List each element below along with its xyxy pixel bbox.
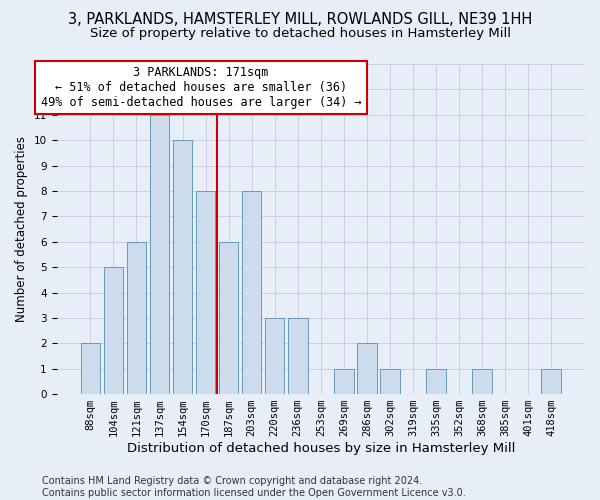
Bar xyxy=(219,242,238,394)
Bar xyxy=(357,344,377,394)
Bar xyxy=(104,267,123,394)
Bar xyxy=(265,318,284,394)
Bar xyxy=(472,368,492,394)
Text: 3, PARKLANDS, HAMSTERLEY MILL, ROWLANDS GILL, NE39 1HH: 3, PARKLANDS, HAMSTERLEY MILL, ROWLANDS … xyxy=(68,12,532,28)
Bar xyxy=(80,344,100,394)
Bar xyxy=(196,191,215,394)
Bar xyxy=(288,318,308,394)
Bar xyxy=(242,191,262,394)
Bar xyxy=(541,368,561,394)
Bar xyxy=(127,242,146,394)
X-axis label: Distribution of detached houses by size in Hamsterley Mill: Distribution of detached houses by size … xyxy=(127,442,515,455)
Text: Size of property relative to detached houses in Hamsterley Mill: Size of property relative to detached ho… xyxy=(89,28,511,40)
Y-axis label: Number of detached properties: Number of detached properties xyxy=(15,136,28,322)
Text: 3 PARKLANDS: 171sqm
← 51% of detached houses are smaller (36)
49% of semi-detach: 3 PARKLANDS: 171sqm ← 51% of detached ho… xyxy=(41,66,361,109)
Bar xyxy=(334,368,353,394)
Bar xyxy=(380,368,400,394)
Bar xyxy=(173,140,193,394)
Bar xyxy=(149,115,169,394)
Text: Contains HM Land Registry data © Crown copyright and database right 2024.
Contai: Contains HM Land Registry data © Crown c… xyxy=(42,476,466,498)
Bar xyxy=(426,368,446,394)
